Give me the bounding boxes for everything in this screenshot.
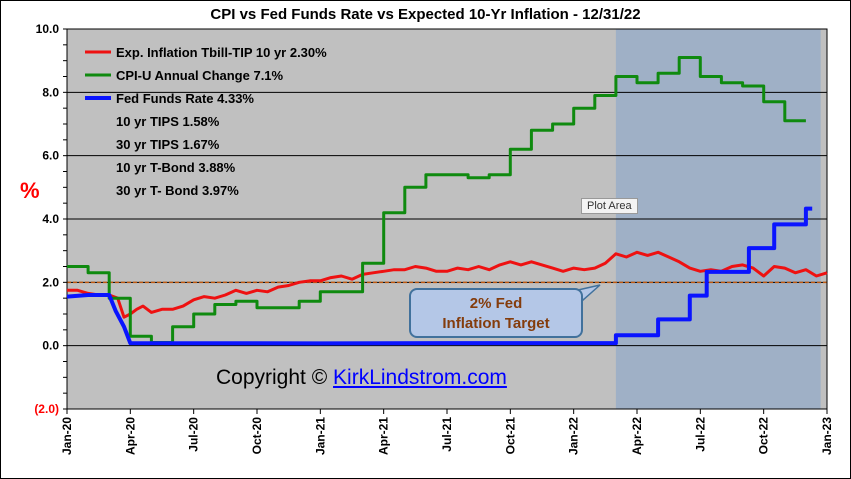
x-tick-label: Jan-22 bbox=[567, 417, 581, 455]
y-tick-label: 2.0 bbox=[42, 275, 59, 289]
x-tick-label: Apr-20 bbox=[123, 417, 137, 455]
series-line-3 bbox=[66, 206, 813, 346]
legend-note: 10 yr T-Bond 3.88% bbox=[116, 160, 236, 175]
callout-line-2: Inflation Target bbox=[442, 315, 550, 332]
x-tick-label: Jan-23 bbox=[820, 417, 834, 455]
plot-border bbox=[66, 28, 828, 410]
legend-entry: Exp. Inflation Tbill-TIP 10 yr 2.30% bbox=[116, 45, 327, 60]
legend-note: 30 yr T- Bond 3.97% bbox=[116, 183, 239, 198]
x-tick-label: Jul-20 bbox=[187, 417, 201, 452]
copyright-notice: Copyright © KirkLindstrom.com bbox=[216, 366, 507, 390]
y-tick-label: 0.0 bbox=[42, 339, 59, 353]
y-tick-label: 6.0 bbox=[42, 149, 59, 163]
y-tick-label: 4.0 bbox=[42, 212, 59, 226]
x-tick-label: Jul-21 bbox=[440, 417, 454, 452]
x-tick-label: Oct-21 bbox=[503, 417, 517, 455]
legend-note: 30 yr TIPS 1.67% bbox=[116, 137, 220, 152]
y-tick-label: (2.0) bbox=[34, 402, 59, 416]
legend-entry: Fed Funds Rate 4.33% bbox=[116, 91, 254, 106]
plot-area-tooltip: Plot Area bbox=[581, 198, 638, 214]
inflation-target-callout: 2% Fed Inflation Target bbox=[409, 288, 583, 338]
y-axis-label: % bbox=[20, 178, 40, 203]
x-tick-label: Jan-21 bbox=[313, 417, 327, 455]
x-tick-label: Apr-22 bbox=[630, 417, 644, 455]
legend-entry: CPI-U Annual Change 7.1% bbox=[116, 68, 284, 83]
x-tick-label: Oct-22 bbox=[757, 417, 771, 455]
series-line-2 bbox=[67, 56, 806, 344]
callout-line-1: 2% Fed bbox=[469, 295, 523, 312]
x-tick-label: Apr-21 bbox=[377, 417, 391, 455]
copyright-prefix: Copyright © bbox=[216, 366, 334, 389]
series-line-1 bbox=[67, 250, 828, 319]
legend-note: 10 yr TIPS 1.58% bbox=[116, 114, 220, 129]
y-tick-label: 10.0 bbox=[36, 22, 60, 36]
x-tick-label: Oct-20 bbox=[250, 417, 264, 455]
y-tick-label: 8.0 bbox=[42, 85, 59, 99]
x-tick-label: Jan-20 bbox=[60, 417, 74, 455]
chart-title: CPI vs Fed Funds Rate vs Expected 10-Yr … bbox=[210, 6, 641, 23]
copyright-link[interactable]: KirkLindstrom.com bbox=[333, 366, 507, 389]
x-tick-label: Jul-22 bbox=[693, 417, 707, 452]
